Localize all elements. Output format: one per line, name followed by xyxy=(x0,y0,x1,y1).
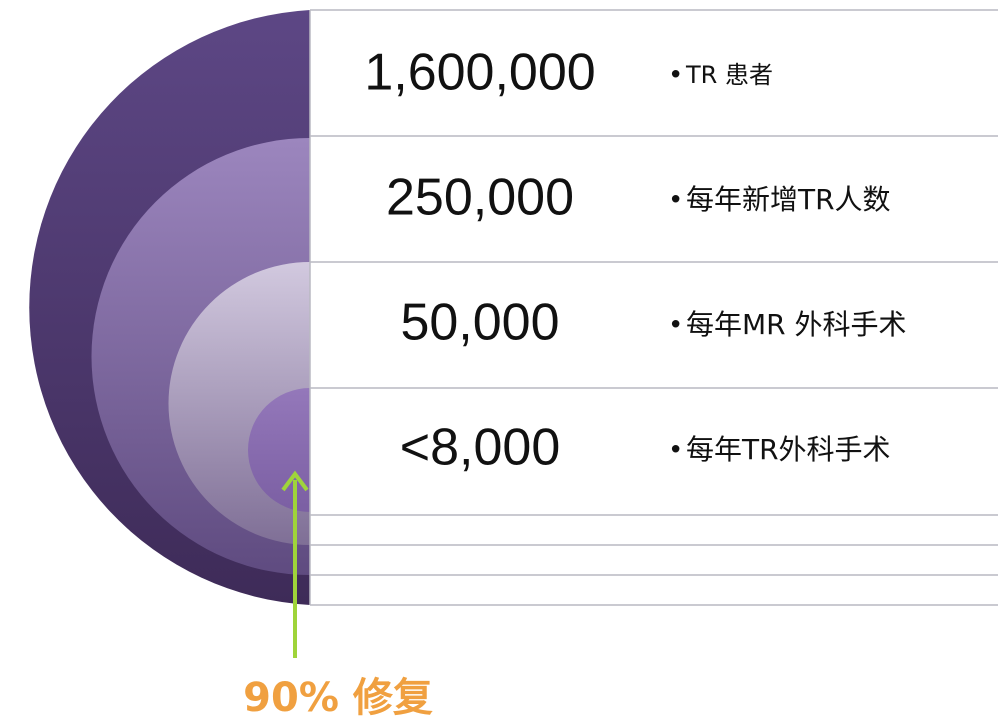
row-label: TR 患者 xyxy=(685,61,773,89)
row-value: 1,600,000 xyxy=(364,44,595,102)
bullet: • xyxy=(668,436,683,466)
row-value: 50,000 xyxy=(400,294,559,352)
arrow xyxy=(281,470,309,658)
row-label: 每年新增TR人数 xyxy=(686,183,891,216)
annotation: 90% 修复 xyxy=(243,675,433,721)
row-label: 每年TR外科手术 xyxy=(686,433,891,466)
row-value: 250,000 xyxy=(386,169,574,227)
row-label: 每年MR 外科手术 xyxy=(686,308,907,341)
row-lines xyxy=(309,9,998,606)
bullet: • xyxy=(668,311,683,341)
row-value: <8,000 xyxy=(400,419,561,477)
bullet: • xyxy=(668,186,683,216)
bullet: • xyxy=(668,61,683,91)
